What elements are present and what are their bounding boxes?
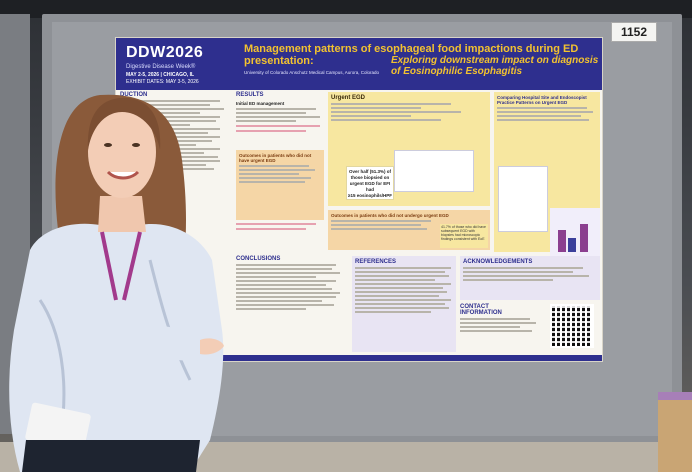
left-eye <box>104 143 112 147</box>
face <box>88 106 156 198</box>
right-eye <box>132 143 140 147</box>
urgent-egd-table <box>394 150 474 192</box>
neck <box>98 196 146 232</box>
not-biopsied-highlight <box>236 223 316 225</box>
initial-management-label: Initial ED management <box>236 101 285 106</box>
callout-line-3: urgent EGD for EFI had <box>349 181 391 192</box>
results-highlight-1 <box>236 125 320 127</box>
urgent-egd-text <box>331 103 487 121</box>
no-urgent-egd-heading: Outcomes in patients who did not undergo… <box>331 213 449 218</box>
no-urgent-egd-text <box>331 220 487 230</box>
acknowledgements-section: ACKNOWLEDGEMENTS <box>460 256 600 300</box>
contact-section: CONTACT INFORMATION <box>460 304 546 334</box>
results-text <box>236 108 324 122</box>
chart-bar <box>580 224 588 252</box>
acknowledgements-text <box>463 267 597 281</box>
name-badge <box>25 402 91 452</box>
smile <box>106 170 140 180</box>
ddw-exhibit-dates: EXHIBIT DATES: MAY 3-5, 2026 <box>126 79 199 85</box>
ddw-logo: DDW2026 <box>126 44 204 61</box>
skirt <box>22 440 200 472</box>
comparison-table <box>498 166 548 232</box>
ddw-dates: MAY 2-5, 2026 | CHICAGO, IL <box>126 72 195 78</box>
callout-line-2: those biopsied on <box>350 175 390 180</box>
qr-code <box>550 304 594 348</box>
callout-line-1: Over half (51.3%) of <box>348 169 391 174</box>
poster-header: DDW2026 Digestive Disease Week® MAY 2-5,… <box>116 38 602 90</box>
ddw-tagline: Digestive Disease Week® <box>126 64 196 70</box>
urgent-egd-heading: Urgent EGD <box>331 95 366 101</box>
hair-fringe <box>87 97 161 150</box>
references-heading: REFERENCES <box>355 259 397 265</box>
poster-footer-bar <box>116 355 602 361</box>
conclusions-heading: CONCLUSIONS <box>236 256 281 262</box>
pointing-arm <box>140 325 212 361</box>
booth-number-tag: 1152 <box>611 22 657 42</box>
no-urgent-egd-box: Outcomes in patients who did not undergo… <box>328 210 490 250</box>
hand <box>200 338 224 355</box>
not-biopsied-box: Outcomes in patients who did not have ur… <box>236 150 324 220</box>
ceiling <box>0 0 692 18</box>
eoe-findings-note: 41.7% of those who did have subsequent E… <box>440 224 488 248</box>
conclusions-section: CONCLUSIONS <box>236 256 348 312</box>
poster-title: Management patterns of esophageal food i… <box>244 43 579 67</box>
chart-bar <box>568 238 576 252</box>
cardboard-box-label <box>658 392 692 400</box>
conclusions-text <box>236 264 348 310</box>
contact-heading: CONTACT INFORMATION <box>460 304 502 316</box>
poster-subtitle: Exploring downstream impact on diagnosis… <box>391 55 599 77</box>
results-column: RESULTS Initial ED management Outcomes i… <box>236 92 324 230</box>
callout-line-4: ≥15 eosinophils/HPF <box>348 193 392 198</box>
eosinophil-callout: Over half (51.3%) of those biopsied on u… <box>346 166 394 200</box>
not-biopsied-highlight-2 <box>236 228 306 230</box>
chart-bar <box>558 230 566 252</box>
not-biopsied-text <box>239 165 321 183</box>
cardboard-box <box>658 392 692 472</box>
lanyard <box>100 231 142 301</box>
comparison-heading: Comparing Hospital Site and Endoscopist … <box>497 95 587 105</box>
references-text <box>355 267 453 313</box>
contact-text <box>460 318 546 332</box>
results-heading: RESULTS <box>236 92 264 98</box>
acknowledgements-heading: ACKNOWLEDGEMENTS <box>463 259 533 265</box>
urgent-egd-box: Urgent EGD Over half (51.3%) of those bi… <box>328 92 490 206</box>
comparison-bar-chart <box>550 208 600 258</box>
not-biopsied-heading: Outcomes in patients who did not have ur… <box>239 153 312 163</box>
results-highlight-2 <box>236 130 306 132</box>
comparison-text <box>497 107 597 121</box>
intro-heading: DUCTION <box>120 92 148 98</box>
poster-affiliation: University of Colorado Anschutz Medical … <box>244 70 380 75</box>
references-section: REFERENCES <box>352 256 456 352</box>
research-poster: DDW2026 Digestive Disease Week® MAY 2-5,… <box>115 37 603 362</box>
